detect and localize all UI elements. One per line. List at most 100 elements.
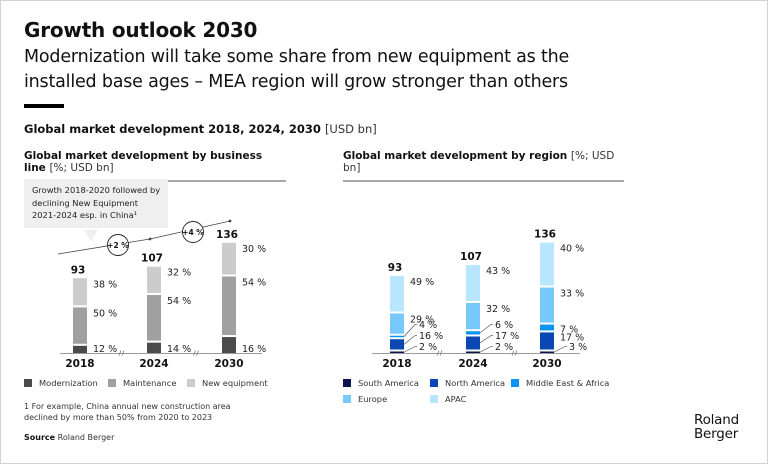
legend-item: Europe <box>343 394 387 404</box>
bar-segment-maintenance-2024 <box>147 294 161 341</box>
legend-swatch <box>343 395 351 403</box>
category-label: 2024 <box>458 358 487 370</box>
chart-title-unit: [%; USD bn] <box>49 162 114 174</box>
category-label: 2030 <box>214 358 243 370</box>
bar-segment-apac-2024 <box>466 264 480 301</box>
legend-label: North America <box>445 378 506 388</box>
category-label: 2018 <box>65 358 94 370</box>
legend-swatch <box>343 379 351 387</box>
leader-line <box>403 324 416 337</box>
axis-break-mark <box>196 350 199 356</box>
source-label: Source <box>24 433 56 442</box>
bar-segment-south-america-2018 <box>390 351 404 353</box>
leader-line <box>403 335 416 345</box>
bar-segment-maintenance-2030 <box>222 276 236 336</box>
category-label: 2030 <box>532 358 561 370</box>
source-note: Source Roland Berger <box>24 433 114 442</box>
segment-value-label: 16 % <box>419 331 443 342</box>
axis-break-mark <box>436 350 440 356</box>
bar-segment-north-america-2024 <box>466 336 480 350</box>
bar-segment-europe-2018 <box>390 313 404 334</box>
segment-value-label: 32 % <box>167 268 191 279</box>
segment-value-label: 17 % <box>495 331 519 342</box>
bar-segment-apac-2030 <box>540 242 554 286</box>
segment-value-label: 40 % <box>560 244 584 255</box>
legend-label: Maintenance <box>123 378 177 388</box>
legend-swatch <box>187 379 195 387</box>
legend-swatch <box>511 379 519 387</box>
segment-value-label: 30 % <box>242 244 266 255</box>
bar-total-label: 107 <box>141 253 163 265</box>
segment-value-label: 43 % <box>486 266 510 277</box>
segment-value-label: 54 % <box>167 296 191 307</box>
bar-segment-new-equipment-2018 <box>73 278 87 306</box>
bar-total-label: 136 <box>534 229 556 241</box>
chart-title-region: Global market development by region [%; … <box>343 150 624 182</box>
section-title-text: Global market development 2018, 2024, 20… <box>24 122 321 136</box>
bar-segment-europe-2024 <box>466 302 480 330</box>
category-label: 2018 <box>382 358 411 370</box>
growth-rate-circle <box>182 221 204 243</box>
growth-rate-label: +4 % <box>182 228 204 237</box>
segment-value-label: 16 % <box>242 344 266 355</box>
section-title: Global market development 2018, 2024, 20… <box>24 122 377 136</box>
bar-total-label: 107 <box>460 251 482 263</box>
bar-segment-middle-east-africa-2018 <box>390 335 404 338</box>
bar-segment-middle-east-africa-2030 <box>540 324 554 331</box>
bar-segment-south-america-2030 <box>540 351 554 353</box>
axis-break-mark <box>193 350 196 356</box>
segment-value-label: 33 % <box>560 289 584 300</box>
legend-swatch <box>24 379 32 387</box>
segment-value-label: 14 % <box>167 344 191 355</box>
source-value: Roland Berger <box>57 433 115 442</box>
bar-segment-new-equipment-2024 <box>147 266 161 293</box>
bar-segment-maintenance-2018 <box>73 307 87 344</box>
segment-value-label: 2 % <box>495 342 513 353</box>
bar-segment-north-america-2018 <box>390 339 404 350</box>
leader-line <box>479 346 492 353</box>
chart-title-text: Global market development by business li… <box>24 150 263 174</box>
axis-break-mark <box>511 350 515 356</box>
bar-segment-modernization-2018 <box>73 345 87 353</box>
segment-value-label: 4 % <box>419 320 437 331</box>
callout-box: Growth 2018-2020 followed by declining N… <box>24 179 168 228</box>
legend-item: North America <box>430 378 505 388</box>
callout-pointer <box>84 230 98 241</box>
bar-segment-north-america-2030 <box>540 332 554 350</box>
legend-item: Maintenance <box>108 378 176 388</box>
bar-segment-modernization-2024 <box>147 342 161 353</box>
legend-label: Europe <box>358 394 388 404</box>
trend-point-marker <box>228 219 232 223</box>
bar-segment-south-america-2024 <box>466 351 480 353</box>
segment-value-label: 17 % <box>560 332 584 343</box>
brand-line-2: Berger <box>694 426 739 442</box>
legend-swatch <box>430 395 438 403</box>
legend-item: Middle East & Africa <box>511 378 609 388</box>
bar-segment-modernization-2030 <box>222 337 236 353</box>
segment-value-label: 6 % <box>495 320 513 331</box>
segment-value-label: 7 % <box>560 325 578 336</box>
axis-break-mark <box>439 350 443 356</box>
page-subtitle: Modernization will take some share from … <box>24 47 570 92</box>
leader-line <box>479 324 492 334</box>
legend-item: APAC <box>430 394 466 404</box>
segment-value-label: 54 % <box>242 277 266 288</box>
legend-swatch <box>108 379 116 387</box>
leader-line <box>553 346 566 353</box>
growth-rate-label: +2 % <box>107 241 129 250</box>
bar-total-label: 93 <box>388 262 403 274</box>
section-title-unit: [USD bn] <box>324 122 377 136</box>
bar-segment-new-equipment-2030 <box>222 242 236 275</box>
bar-total-label: 136 <box>216 229 238 241</box>
segment-value-label: 3 % <box>569 342 587 353</box>
leader-line <box>403 346 416 353</box>
chart-title-text: Global market development by region <box>343 150 568 162</box>
bar-segment-middle-east-africa-2024 <box>466 331 480 335</box>
segment-value-label: 32 % <box>486 304 510 315</box>
category-label: 2024 <box>139 358 168 370</box>
segment-value-label: 50 % <box>93 308 117 319</box>
segment-value-label: 49 % <box>410 277 434 288</box>
footnote: 1 For example, China annual new construc… <box>24 402 231 422</box>
brand-line-1: Roland <box>694 412 739 428</box>
bar-segment-europe-2030 <box>540 287 554 323</box>
